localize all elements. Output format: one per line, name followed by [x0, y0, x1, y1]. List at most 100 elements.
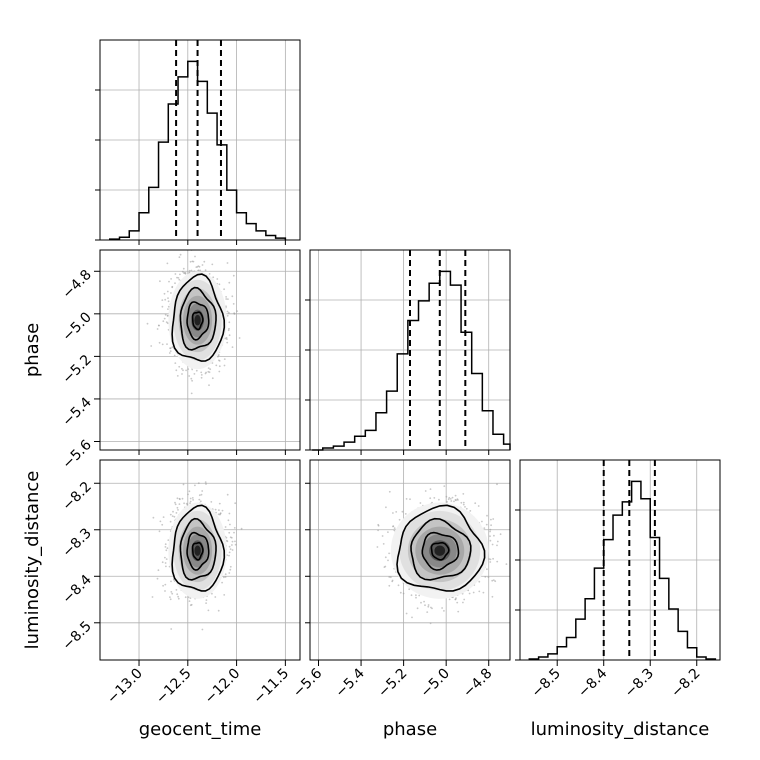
sample-point [164, 298, 167, 301]
x-tick-label-geocent_time: −12.5 [153, 666, 195, 708]
sample-point [165, 549, 168, 552]
sample-point [200, 374, 203, 376]
sample-point [157, 569, 160, 572]
sample-point [454, 494, 457, 497]
sample-point [194, 484, 196, 487]
sample-point [152, 516, 155, 519]
sample-point [493, 534, 495, 537]
density-level-6 [434, 545, 446, 556]
sample-point [170, 628, 173, 630]
sample-point [381, 535, 384, 537]
x-tick-label-luminosity_distance: −8.5 [529, 666, 564, 701]
sample-point [457, 610, 460, 613]
sample-point [164, 562, 167, 564]
sample-point [212, 276, 215, 279]
sample-point [429, 622, 432, 625]
sample-point [197, 482, 200, 485]
sample-point [424, 490, 427, 492]
sample-point [164, 583, 167, 586]
sample-point [395, 511, 398, 513]
sample-point [170, 292, 172, 294]
x-axis-label-luminosity-distance: luminosity_distance [531, 719, 710, 740]
sample-point [229, 548, 232, 550]
sample-point [423, 600, 425, 603]
sample-point [448, 598, 451, 601]
sample-point [189, 497, 192, 500]
sample-point [225, 298, 228, 300]
sample-point [229, 565, 232, 568]
sample-point [226, 554, 229, 556]
sample-point [491, 595, 494, 598]
sample-point [433, 497, 436, 499]
sample-point [199, 269, 202, 272]
sample-point [427, 604, 430, 606]
contour-line-2 [421, 531, 460, 571]
sample-point [438, 498, 440, 501]
sample-point [462, 503, 465, 506]
sample-point [489, 561, 492, 563]
sample-point [478, 590, 481, 593]
sample-point [165, 565, 167, 568]
sample-point [200, 376, 203, 379]
sample-point [179, 273, 181, 276]
sample-point [166, 547, 169, 550]
sample-point [185, 502, 188, 505]
sample-point [169, 596, 171, 598]
sample-point [223, 358, 226, 360]
sample-point [404, 513, 407, 515]
y-tick-label-phase: −5.0 [59, 309, 94, 344]
hist-panel-geocent_time [95, 39, 301, 241]
sample-point [166, 315, 169, 317]
sample-point [221, 509, 224, 512]
x-tick-label-luminosity_distance: −8.4 [575, 665, 610, 700]
sample-point [405, 612, 408, 615]
sample-point [169, 598, 172, 601]
sample-point [462, 501, 465, 504]
sample-point [489, 539, 492, 542]
joint-content [100, 460, 300, 660]
sample-point [181, 373, 183, 375]
sample-point [408, 588, 411, 591]
sample-point [489, 528, 492, 531]
sample-point [159, 520, 162, 523]
sample-point [415, 594, 417, 597]
sample-point [201, 264, 204, 266]
x-tick-label-phase: −5.2 [375, 666, 410, 701]
axes-frame-geocent_time-phase [99, 249, 301, 451]
sample-point [177, 597, 180, 600]
sample-point [189, 230, 191, 232]
sample-point [535, 530, 537, 532]
sample-point [392, 512, 394, 514]
sample-point [448, 496, 451, 499]
sample-point [445, 495, 448, 498]
sample-point [218, 509, 220, 511]
sample-point [405, 498, 408, 500]
sample-point [430, 606, 432, 609]
sample-point [205, 483, 207, 485]
sample-point [178, 503, 181, 505]
sample-point [224, 576, 227, 578]
sample-point [456, 601, 459, 604]
sample-point [178, 278, 181, 281]
sample-point [232, 303, 235, 305]
sample-point [484, 576, 487, 578]
sample-point [161, 561, 164, 564]
sample-point [174, 501, 176, 504]
sample-point [420, 601, 422, 604]
sample-point [465, 507, 468, 510]
sample-point [228, 551, 231, 554]
sample-point [164, 546, 167, 548]
sample-point [226, 310, 229, 313]
sample-point [223, 364, 226, 367]
sample-point [209, 368, 212, 371]
sample-point [496, 483, 498, 486]
sample-point [223, 288, 226, 291]
sample-point [208, 371, 211, 374]
sample-point [169, 513, 172, 516]
x-tick-label-phase: −5.0 [418, 666, 453, 701]
sample-point [176, 506, 179, 509]
sample-point [185, 369, 188, 372]
sample-point [228, 572, 231, 574]
sample-point [177, 509, 179, 511]
sample-point [174, 362, 177, 364]
